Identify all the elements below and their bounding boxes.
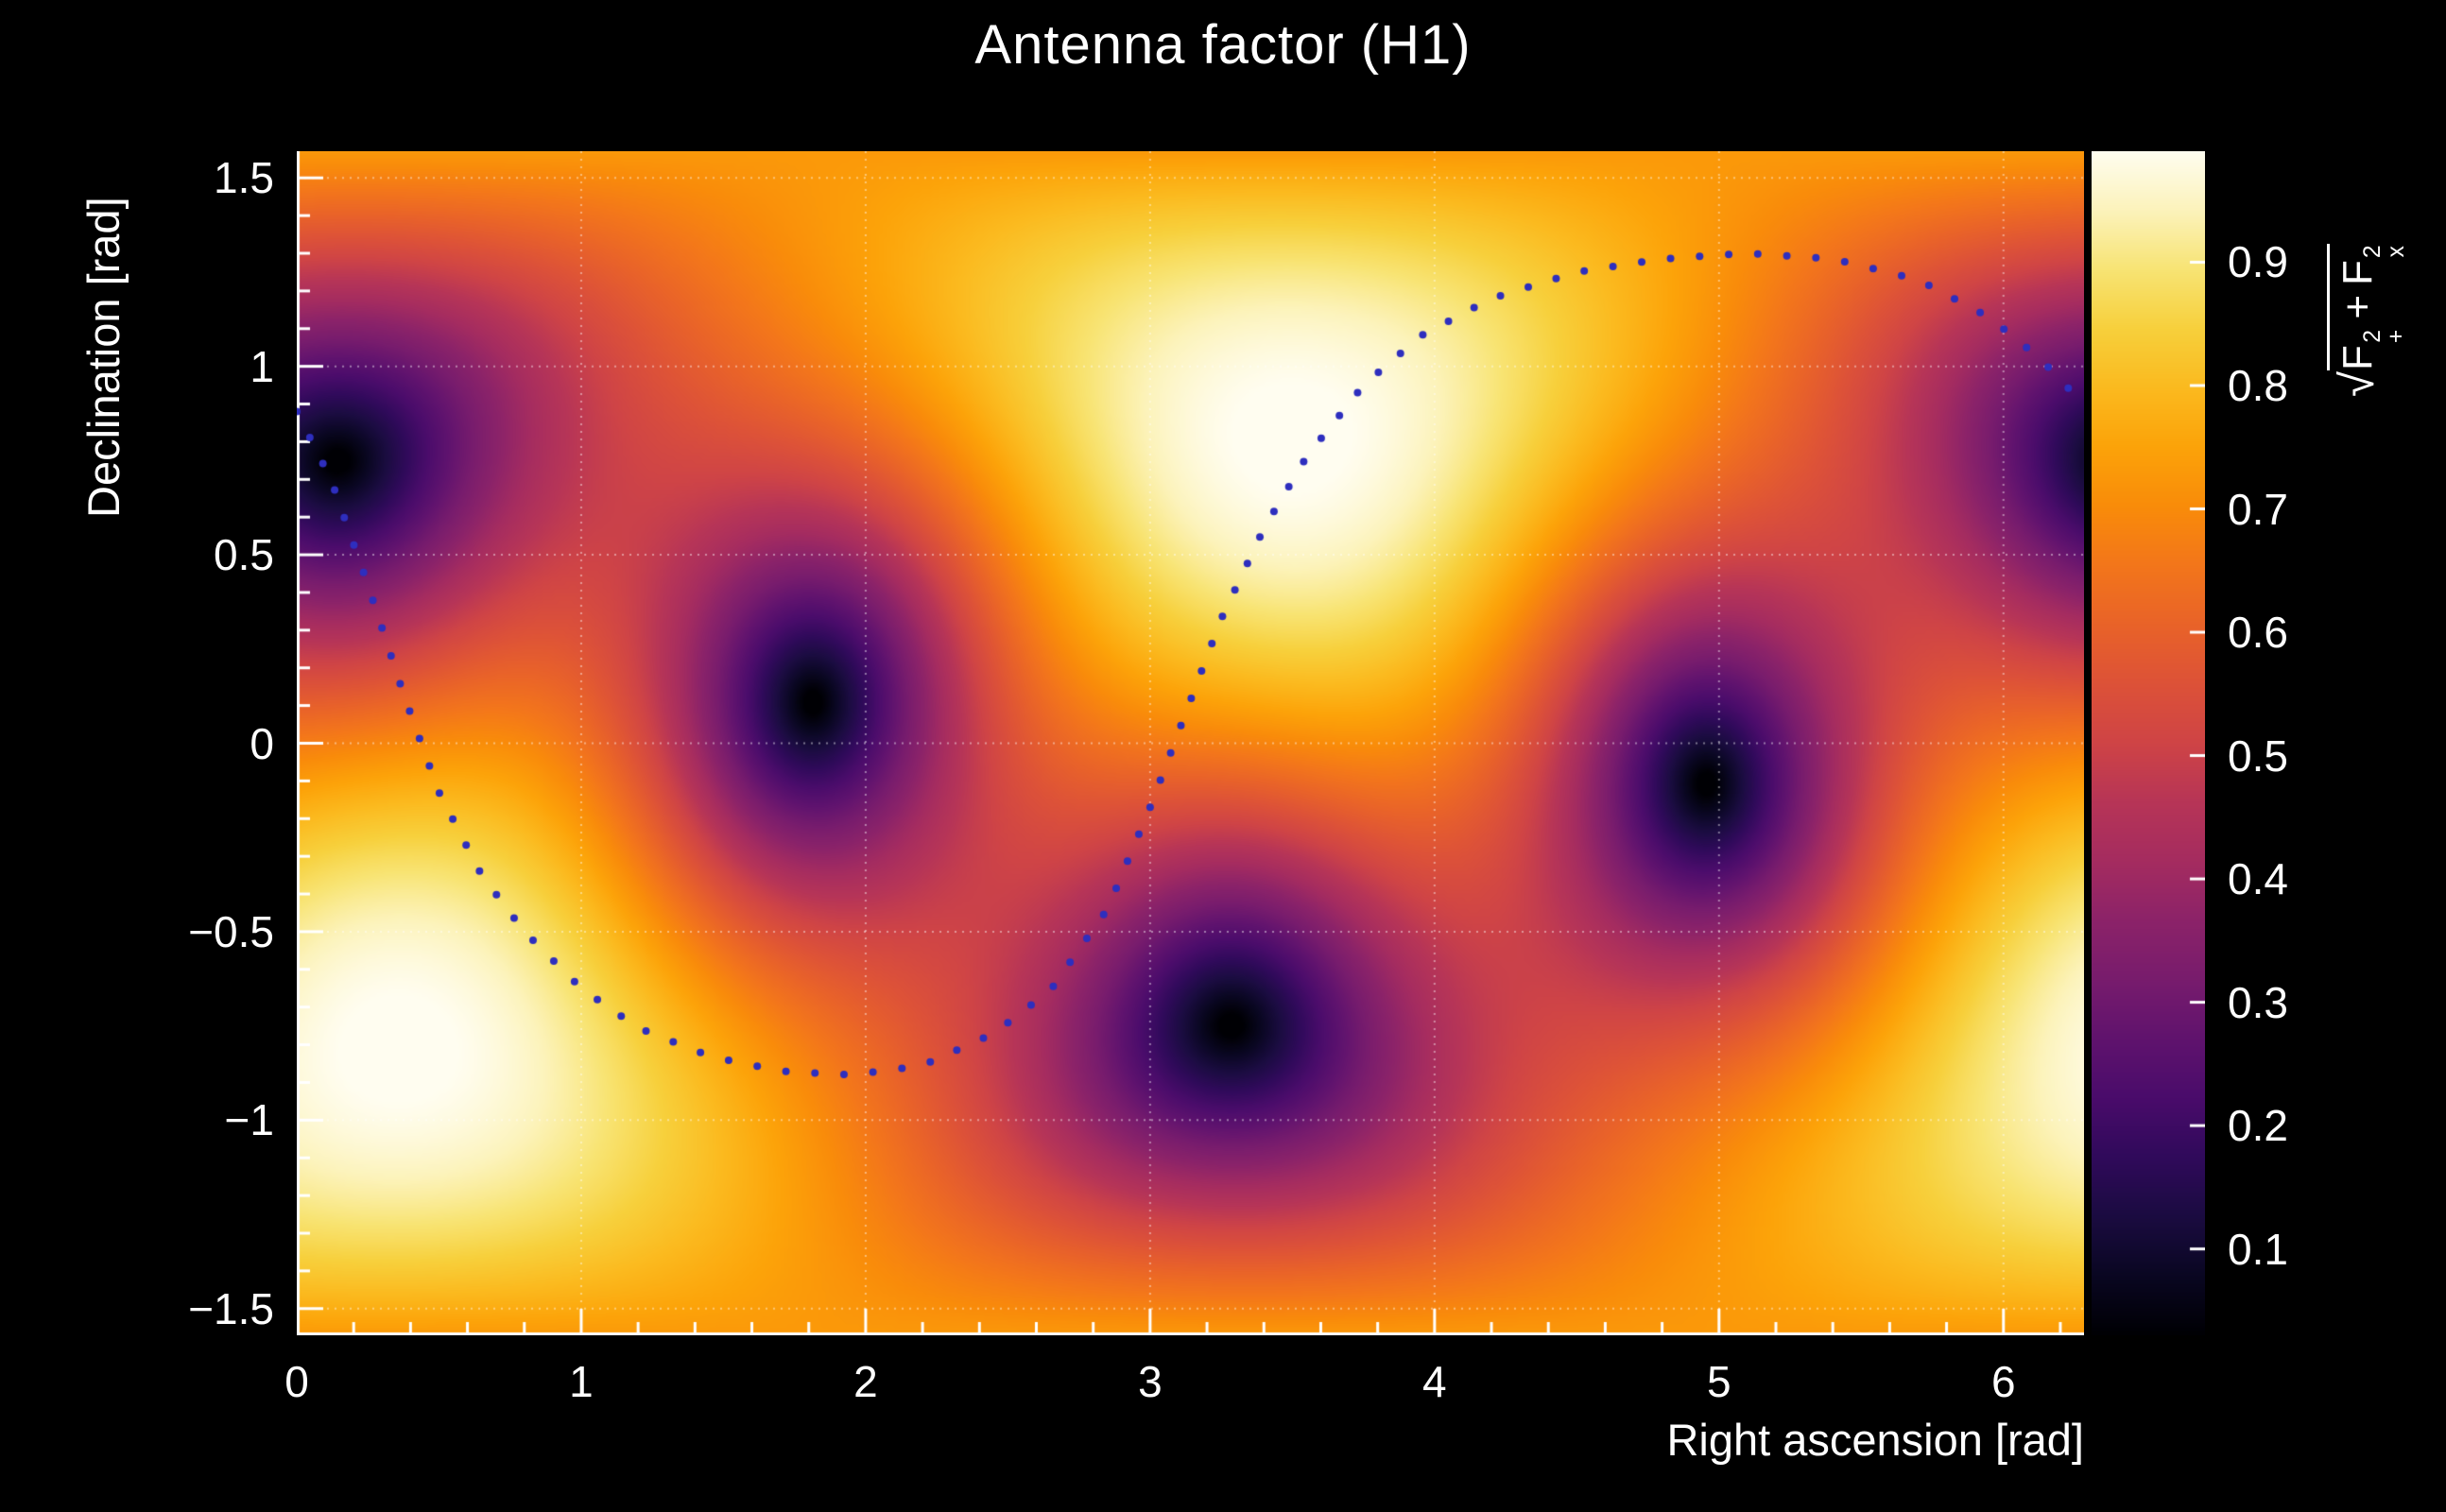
- y-axis-title: Declination [rad]: [78, 197, 129, 518]
- colorbar-tick-label: 0.3: [2228, 977, 2288, 1027]
- colorbar-tick-label: 0.9: [2228, 237, 2288, 287]
- sqrt-symbol: √: [2332, 370, 2384, 397]
- x-tick-label: 1: [569, 1357, 594, 1406]
- y-tick-label: −0.5: [188, 906, 274, 956]
- y-tick-label: −1: [224, 1095, 274, 1145]
- formula-term1-sub: +: [2383, 329, 2409, 344]
- formula-term2-sup: 2: [2359, 245, 2386, 259]
- y-tick-label: 1: [250, 341, 274, 391]
- colorbar-tick-label: 0.4: [2228, 854, 2288, 904]
- colorbar-tick-label: 0.6: [2228, 608, 2288, 658]
- y-tick-label: 0.5: [214, 530, 274, 580]
- formula-term1-base: F: [2334, 345, 2381, 370]
- formula-operator: +: [2334, 294, 2381, 319]
- colorbar-title: √F 2 + +F 2 x: [2327, 244, 2409, 397]
- x-axis-title: Right ascension [rad]: [1666, 1415, 2084, 1465]
- x-tick-label: 5: [1707, 1357, 1731, 1406]
- formula-term1-sup: 2: [2359, 330, 2386, 343]
- colorbar-formula: F 2 + +F 2 x: [2327, 244, 2409, 370]
- colorbar-tick-label: 0.1: [2228, 1224, 2288, 1274]
- x-tick-label: 2: [853, 1357, 878, 1406]
- formula-term1-scripts: 2 +: [2359, 329, 2409, 344]
- chart-title: Antenna factor (H1): [974, 14, 1472, 76]
- colorbar-canvas: [2092, 151, 2205, 1335]
- y-tick-label: 0: [250, 718, 274, 768]
- colorbar-tick-label: 0.5: [2228, 730, 2288, 781]
- y-tick-label: 1.5: [214, 153, 274, 203]
- plot-overlay-canvas: [297, 151, 2084, 1335]
- x-tick-label: 6: [1990, 1357, 2016, 1406]
- colorbar-tick-label: 0.2: [2228, 1101, 2288, 1151]
- x-tick-label: 0: [284, 1357, 309, 1406]
- colorbar-tick-label: 0.7: [2228, 484, 2288, 534]
- x-tick-label: 4: [1422, 1357, 1447, 1406]
- formula-term2-base: F: [2334, 260, 2381, 285]
- y-tick-label: −1.5: [188, 1283, 274, 1333]
- x-tick-label: 3: [1138, 1357, 1163, 1406]
- colorbar-tick-label: 0.8: [2228, 360, 2288, 410]
- formula-term2-sub: x: [2383, 246, 2409, 258]
